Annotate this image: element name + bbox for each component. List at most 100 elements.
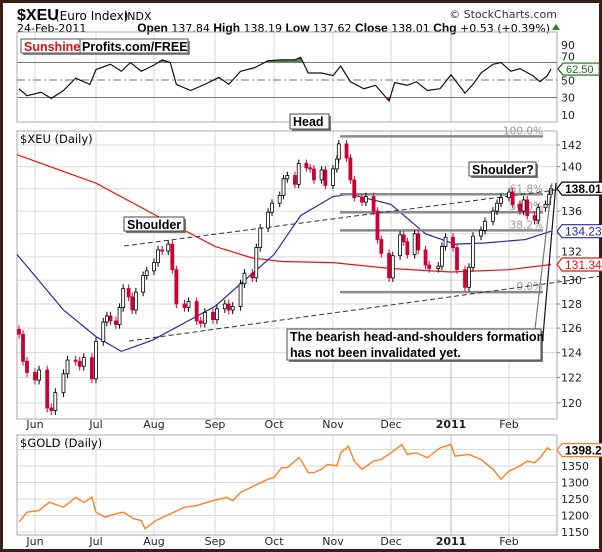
candle-body	[266, 211, 271, 229]
price-tick-label: 126	[561, 322, 582, 335]
candle-body	[344, 143, 349, 159]
candle-body	[455, 247, 459, 271]
candle-body	[405, 241, 410, 255]
month-label: Sep	[205, 535, 226, 548]
candle	[371, 192, 376, 216]
candle	[17, 325, 21, 339]
candle	[440, 242, 444, 271]
month-label: Jun	[25, 535, 43, 548]
candle-body	[21, 333, 25, 362]
formation-callout-box	[286, 328, 542, 361]
price-last-close-tag: 138.01	[565, 182, 602, 196]
candle	[304, 159, 309, 172]
candle	[108, 311, 113, 326]
candle-body	[491, 210, 495, 222]
formation-callout: The bearish head-and-shoulders formation…	[286, 328, 544, 362]
formation-callout-text: has not been invalidated yet.	[290, 346, 461, 360]
candle-body	[33, 372, 37, 381]
candle-body	[427, 264, 432, 269]
gold-panel-title: $GOLD (Daily)	[20, 436, 102, 450]
candle-body	[304, 163, 309, 169]
high-value: 138.19	[244, 22, 283, 35]
candle	[281, 174, 286, 200]
price-tick-label: 120	[561, 397, 582, 410]
ohlc-readout: Open 137.84 High 138.19 Low 137.62 Close…	[137, 21, 550, 35]
candle	[451, 233, 455, 252]
candle-body	[360, 197, 364, 203]
candle-body	[390, 255, 395, 279]
candle-body	[73, 359, 78, 362]
month-label: Oct	[264, 535, 284, 548]
candle	[436, 262, 441, 273]
rsi-last-value-tag-box	[557, 62, 600, 76]
candle-body	[17, 328, 21, 335]
candle-body	[152, 262, 156, 272]
candle-body	[198, 320, 203, 324]
gold-last-value-tag: 1398.20	[565, 444, 602, 458]
month-label: Dec	[380, 418, 401, 431]
candle-body	[521, 199, 526, 212]
candle-body	[543, 203, 548, 209]
stockcharts-copyright[interactable]: © StockCharts.com	[449, 8, 557, 21]
month-label: Jun	[25, 418, 43, 431]
candle	[133, 287, 138, 315]
candle-body	[104, 315, 109, 323]
candle-body	[37, 369, 41, 381]
month-label: 2011	[436, 535, 467, 548]
candle-body	[170, 243, 175, 271]
month-label: Jul	[88, 418, 102, 431]
candle-body	[423, 249, 428, 266]
sunshine-profits-watermark[interactable]: Sunshine Profits.com/FREE	[20, 38, 190, 55]
candle	[130, 292, 135, 315]
candle-body	[532, 215, 537, 221]
close-value: 138.01	[391, 22, 430, 35]
candle	[194, 297, 199, 326]
candle	[144, 266, 149, 280]
rsi-border	[16, 31, 558, 123]
candle-body	[308, 167, 313, 170]
candle-body	[451, 236, 455, 248]
candle	[49, 403, 54, 416]
candle-body	[144, 270, 149, 276]
symbol-name: (Euro Index)	[55, 9, 128, 23]
candle	[360, 193, 364, 207]
candle	[387, 249, 391, 283]
candle	[499, 193, 503, 208]
candle-body	[160, 249, 165, 252]
high-label: High	[213, 21, 240, 35]
candle-body	[467, 266, 471, 288]
rsi-line	[18, 56, 552, 103]
candle-body	[416, 233, 421, 251]
left-shoulder-label-text: Shoulder	[127, 218, 181, 232]
candle	[152, 258, 156, 275]
candle	[270, 199, 274, 217]
candle	[182, 299, 187, 312]
price-tick-label: 128	[561, 298, 582, 311]
rsi-last-value-tag: 62.50	[566, 64, 594, 76]
candle-body	[518, 203, 522, 212]
candle	[285, 171, 290, 183]
candle-body	[348, 157, 353, 181]
candle	[536, 203, 541, 225]
candle-body	[277, 195, 282, 204]
candle-body	[238, 283, 243, 307]
candle	[101, 317, 106, 346]
price-tick-label: 136	[561, 205, 582, 218]
candle-body	[166, 243, 171, 252]
candle	[141, 271, 146, 297]
rsi-tick-label: 50	[561, 75, 575, 88]
candle-body	[141, 275, 146, 293]
price-tick-label: 140	[561, 161, 582, 174]
open-value: 137.84	[171, 22, 210, 35]
candle	[471, 232, 475, 272]
ma-long-last-tag-box	[556, 257, 602, 272]
gold-tick-label: 1200	[561, 510, 589, 523]
candle	[25, 356, 29, 377]
neckline-upper-trendline	[123, 183, 602, 247]
candle-body	[319, 169, 324, 181]
candle	[507, 188, 511, 202]
candle-body	[285, 175, 290, 180]
candle-body	[121, 288, 126, 308]
